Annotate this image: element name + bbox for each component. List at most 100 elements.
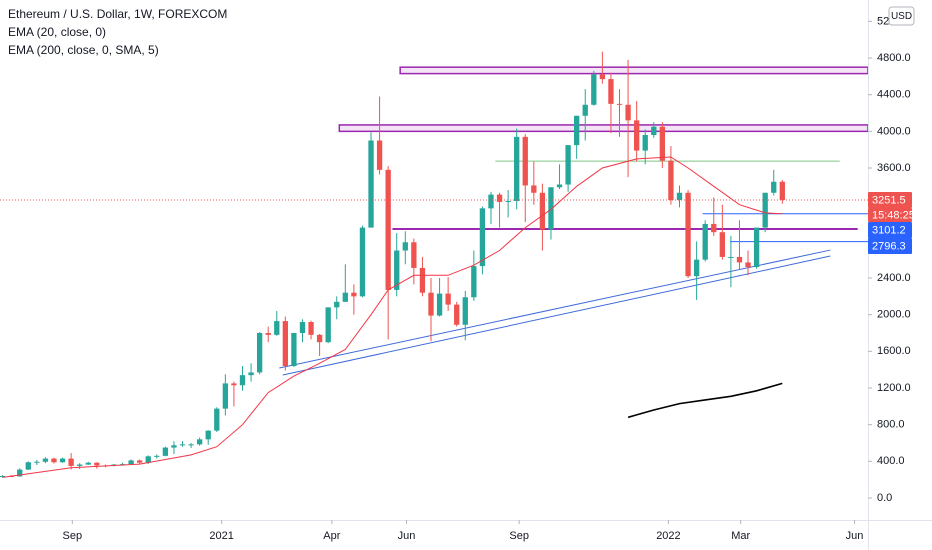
x-tick-label: Sep xyxy=(509,530,529,542)
candle-body xyxy=(376,140,383,170)
candle-body xyxy=(676,192,683,201)
candle-body xyxy=(291,333,297,367)
candle-body xyxy=(411,242,417,268)
countdown-label: 15:48:25 xyxy=(872,209,915,221)
candle-body xyxy=(548,187,554,230)
x-tick-label: Apr xyxy=(323,530,340,542)
candle-body xyxy=(394,250,400,290)
candle-body xyxy=(59,458,66,463)
candle-body xyxy=(51,458,57,463)
currency-box xyxy=(888,6,915,26)
candle-body xyxy=(702,223,708,260)
candle-body xyxy=(17,469,23,477)
candle-body xyxy=(419,267,426,293)
candle-body xyxy=(428,292,434,316)
candle-body xyxy=(299,322,306,334)
zone-rectangle xyxy=(399,66,868,75)
candle-body xyxy=(454,304,460,325)
candle-body xyxy=(214,408,220,431)
y-tick-label: 2400.0 xyxy=(877,272,911,284)
candle-body xyxy=(642,135,648,151)
y-tick-label: 3600.0 xyxy=(877,162,911,174)
candle-body xyxy=(728,256,734,258)
trend-line xyxy=(282,255,831,376)
candle-body xyxy=(231,383,237,386)
candle-body xyxy=(222,383,229,409)
candle-body xyxy=(522,136,528,186)
x-tick-label: Jun xyxy=(846,530,864,542)
candle-body xyxy=(239,375,246,386)
candle-body xyxy=(162,447,169,456)
candle-body xyxy=(693,259,700,277)
candle-body xyxy=(137,460,143,463)
candle-body xyxy=(496,194,503,202)
candle-body xyxy=(34,461,40,463)
y-tick-label: 4800.0 xyxy=(877,52,911,64)
candle-body xyxy=(256,333,263,373)
candle-body xyxy=(368,140,374,228)
candle-body xyxy=(77,464,83,466)
candle-body xyxy=(719,232,725,257)
candle-body xyxy=(574,115,580,146)
candle-body xyxy=(436,293,443,316)
candle-body xyxy=(145,456,151,463)
y-tick-label: 2000.0 xyxy=(877,309,911,321)
x-tick-label: 2021 xyxy=(209,530,233,542)
candle-body xyxy=(205,430,211,440)
candle-body xyxy=(556,184,563,188)
candle-body xyxy=(445,293,451,305)
candle-body xyxy=(505,201,511,203)
candle-body xyxy=(188,444,194,446)
candle-body xyxy=(265,333,271,335)
candle-body xyxy=(402,242,408,251)
labels: 0.0400.0800.01200.01600.02000.02400.0280… xyxy=(63,6,915,542)
price-line-label-box xyxy=(868,221,912,238)
candle-body xyxy=(599,74,606,80)
candle-body xyxy=(359,227,366,297)
x-tick-label: Jun xyxy=(398,530,416,542)
trend-line xyxy=(279,249,831,369)
candle-body xyxy=(179,444,186,446)
symbol-title: Ethereum / U.S. Dollar, 1W, FOREXCOM xyxy=(8,7,227,21)
indicator-line xyxy=(2,156,783,478)
last-price-label: 3251.5 xyxy=(872,194,906,206)
indicator-label: EMA (20, close, 0) xyxy=(8,25,106,39)
candle-body xyxy=(762,192,768,228)
y-tick-label: 1200.0 xyxy=(877,382,911,394)
y-tick-label: 4400.0 xyxy=(877,89,911,101)
candle-body xyxy=(385,169,391,290)
y-tick-label: 800.0 xyxy=(877,419,905,431)
price-line-label: 2796.3 xyxy=(872,240,906,252)
candle-body xyxy=(753,227,760,268)
plot-area xyxy=(0,51,868,478)
candle-body xyxy=(531,185,537,193)
x-tick-label: Mar xyxy=(731,530,750,542)
candle-body xyxy=(248,372,254,376)
candle-body xyxy=(608,79,614,104)
candle-body xyxy=(591,74,597,105)
candle-body xyxy=(325,307,331,343)
countdown-label-box xyxy=(868,207,912,222)
legend: Ethereum / U.S. Dollar, 1W, FOREXCOM EMA… xyxy=(8,7,227,57)
candle-body xyxy=(668,160,674,201)
currency-label: USD xyxy=(891,11,912,22)
y-tick-label: 0.0 xyxy=(877,492,892,504)
candle-body xyxy=(479,208,486,267)
candle-body xyxy=(651,126,657,136)
indicator-label: EMA (200, close, 0, SMA, 5) xyxy=(8,43,159,57)
candle-body xyxy=(351,292,357,297)
candle-body xyxy=(342,292,348,302)
x-tick-label: Sep xyxy=(63,530,83,542)
candle-body xyxy=(685,192,691,277)
candle-body xyxy=(462,297,468,325)
candle-body xyxy=(68,458,74,466)
candle-body xyxy=(582,104,588,116)
y-tick-label: 1600.0 xyxy=(877,345,911,357)
candle-body xyxy=(85,462,91,465)
y-tick-label: 4000.0 xyxy=(877,125,911,137)
candle-body xyxy=(539,192,546,230)
last-price-label-box xyxy=(868,191,912,208)
price-line-label: 3101.2 xyxy=(872,224,906,236)
